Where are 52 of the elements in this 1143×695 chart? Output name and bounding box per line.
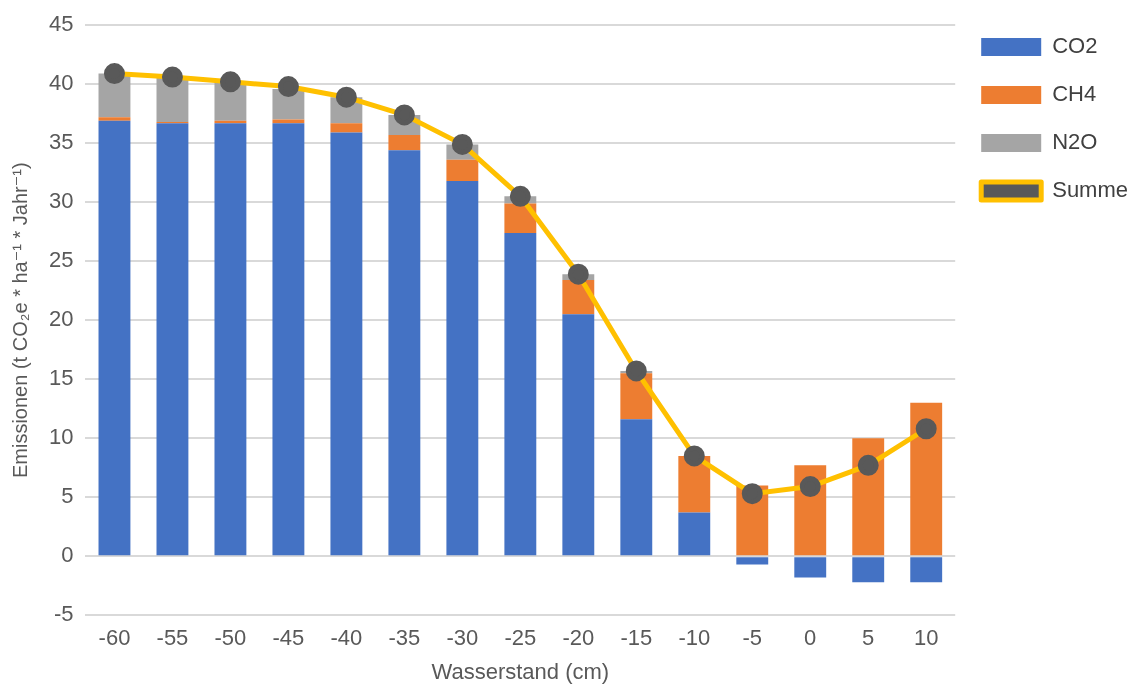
y-tick-label: 40	[48, 70, 74, 96]
legend-label: CO2	[1052, 33, 1098, 59]
y-tick-label: 35	[48, 129, 74, 155]
x-tick-label: -55	[156, 625, 189, 651]
x-tick-label: -25	[504, 625, 537, 651]
x-axis-title: Wasserstand (cm)	[431, 658, 610, 684]
y-tick-label: 20	[48, 306, 74, 332]
x-tick-label: -30	[446, 625, 479, 651]
bar	[330, 123, 363, 133]
x-tick-label: -40	[330, 625, 363, 651]
bar	[446, 159, 479, 181]
bar	[910, 402, 943, 556]
bar	[156, 123, 189, 556]
bar	[214, 123, 247, 556]
y-tick-label: 30	[48, 188, 74, 214]
bar	[620, 419, 653, 556]
y-tick-label: 10	[48, 424, 74, 450]
y-tick-label: 15	[48, 365, 74, 391]
bar	[562, 314, 595, 556]
bar	[852, 557, 885, 583]
legend-label: Summe	[1052, 177, 1128, 203]
x-tick-label: -15	[620, 625, 653, 651]
y-tick-label: -5	[53, 601, 74, 627]
y-tick-label: 45	[48, 11, 74, 37]
x-tick-label: -5	[742, 625, 763, 651]
bar	[794, 557, 827, 578]
bar	[736, 557, 769, 565]
x-tick-label: -45	[272, 625, 305, 651]
x-tick-label: -35	[388, 625, 421, 651]
x-tick-label: 5	[862, 625, 875, 651]
x-tick-label: 10	[913, 625, 939, 651]
y-axis-title: Emissionen (t CO₂e * ha⁻¹ * Jahr⁻¹)	[8, 162, 31, 479]
bar	[910, 557, 943, 583]
bar	[504, 232, 537, 556]
y-tick-label: 0	[61, 542, 74, 568]
bar	[446, 180, 479, 556]
legend-label: N2O	[1052, 129, 1098, 155]
legend-label: CH4	[1052, 81, 1097, 107]
bar	[98, 120, 131, 556]
bar	[678, 512, 711, 556]
bar	[330, 132, 363, 556]
x-tick-label: -10	[678, 625, 711, 651]
bar	[98, 117, 131, 121]
y-tick-label: 25	[48, 247, 74, 273]
x-tick-label: 0	[804, 625, 817, 651]
x-tick-label: -50	[214, 625, 247, 651]
bar	[388, 150, 421, 556]
bar	[272, 123, 305, 556]
y-tick-label: 5	[61, 483, 74, 509]
bar	[388, 134, 421, 151]
x-tick-label: -20	[562, 625, 595, 651]
x-tick-label: -60	[98, 625, 131, 651]
